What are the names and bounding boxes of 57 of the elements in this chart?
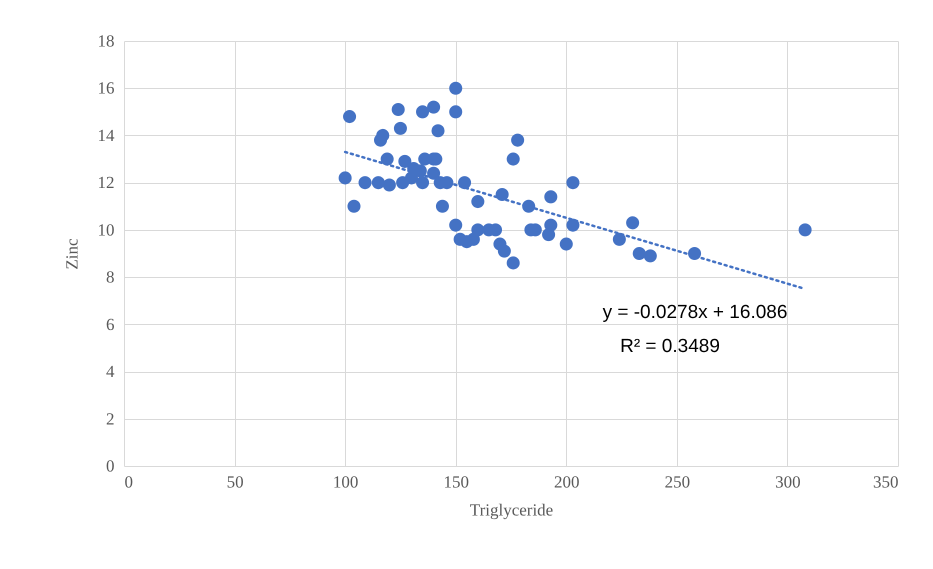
point xyxy=(626,216,640,230)
y-tick-label: 8 xyxy=(106,268,114,287)
point xyxy=(506,152,520,166)
point xyxy=(511,134,524,147)
point xyxy=(416,105,430,118)
point xyxy=(343,110,356,124)
annotation: y = -0.0278x + 16.086 xyxy=(602,302,788,323)
y-tick-label: 4 xyxy=(106,362,115,382)
annotation: R² = 0.3489 xyxy=(620,336,720,357)
point xyxy=(632,246,646,260)
point xyxy=(432,124,445,138)
point xyxy=(427,100,440,114)
x-tick-label: 0 xyxy=(124,472,133,492)
point xyxy=(449,218,462,232)
point xyxy=(372,176,385,190)
point xyxy=(471,223,484,236)
point xyxy=(644,249,657,262)
y-tick-label: 2 xyxy=(106,409,114,428)
point xyxy=(382,178,396,192)
y-axis-title: Zinc xyxy=(62,238,82,270)
y-tick-label: 16 xyxy=(98,78,114,98)
point xyxy=(449,82,462,95)
y-tick-label: 10 xyxy=(98,220,114,240)
point xyxy=(347,200,361,213)
y-tick-label: 14 xyxy=(98,126,115,145)
point xyxy=(544,218,558,232)
y-tick-label: 0 xyxy=(106,456,114,476)
point xyxy=(560,238,573,251)
x-tick-label: 300 xyxy=(775,472,801,492)
x-tick-label: 250 xyxy=(664,472,690,492)
x-tick-label: 100 xyxy=(332,472,358,492)
point xyxy=(416,176,430,190)
x-tick-label: 350 xyxy=(873,472,898,492)
point xyxy=(358,176,372,190)
x-tick-label: 50 xyxy=(226,472,244,492)
point xyxy=(566,176,580,190)
x-axis-title: Triglyceride xyxy=(470,500,554,520)
x-tick-label: 150 xyxy=(443,472,469,492)
point xyxy=(376,128,390,142)
point xyxy=(798,223,812,236)
point xyxy=(449,105,462,118)
point xyxy=(498,244,511,258)
y-tick-label: 6 xyxy=(106,314,114,334)
point xyxy=(380,152,394,166)
point xyxy=(338,171,352,184)
point xyxy=(506,256,520,270)
point xyxy=(566,218,580,232)
y-tick-label: 12 xyxy=(98,173,114,192)
point xyxy=(544,190,558,204)
point xyxy=(436,200,449,213)
point xyxy=(394,122,407,135)
point xyxy=(398,154,412,168)
y-tick-label: 18 xyxy=(98,32,114,50)
x-tick-label: 200 xyxy=(554,472,580,492)
point xyxy=(471,195,484,208)
point xyxy=(392,102,405,116)
point xyxy=(612,232,626,246)
